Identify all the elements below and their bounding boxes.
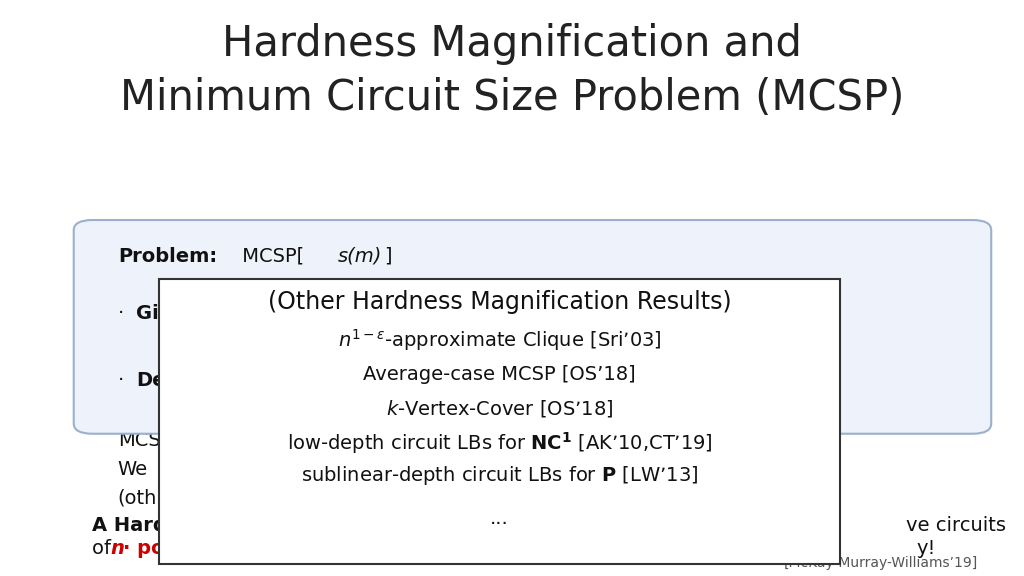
Text: y!: y! xyxy=(916,539,936,558)
Text: sublinear-depth circuit LBs for $\mathbf{P}$ [LW’13]: sublinear-depth circuit LBs for $\mathbf… xyxy=(301,464,698,487)
Text: We: We xyxy=(118,460,147,479)
Text: ...: ... xyxy=(490,509,509,528)
Text: Problem:: Problem: xyxy=(118,247,217,266)
Text: A Hardr: A Hardr xyxy=(92,516,176,535)
FancyBboxPatch shape xyxy=(159,279,840,564)
Text: MCSP[: MCSP[ xyxy=(236,247,304,266)
Text: ·: · xyxy=(118,305,130,323)
Text: Hardness Magnification and
Minimum Circuit Size Problem (MCSP): Hardness Magnification and Minimum Circu… xyxy=(120,23,904,119)
Text: $n^{1-\varepsilon}$-approximate Clique [Sri’03]: $n^{1-\varepsilon}$-approximate Clique [… xyxy=(338,327,662,353)
Text: ?: ? xyxy=(633,371,643,389)
Text: m: m xyxy=(725,296,740,311)
Text: n: n xyxy=(111,539,125,558)
Text: ·: · xyxy=(118,371,130,389)
Text: Decide:: Decide: xyxy=(136,371,219,389)
Text: · po: · po xyxy=(123,539,165,558)
Text: Average-case MCSP [OS’18]: Average-case MCSP [OS’18] xyxy=(364,365,636,384)
Text: MCS: MCS xyxy=(118,431,161,450)
Text: n: n xyxy=(668,305,680,323)
Text: have a circuit of size at most: have a circuit of size at most xyxy=(297,371,592,389)
Text: (Other Hardness Magnification Results): (Other Hardness Magnification Results) xyxy=(268,290,731,314)
Text: → {0,1} as a truth table of length: → {0,1} as a truth table of length xyxy=(341,305,681,323)
Text: of: of xyxy=(92,539,118,558)
Text: s(m): s(m) xyxy=(338,247,382,266)
Text: : {0,1}: : {0,1} xyxy=(233,305,308,323)
Text: (oth: (oth xyxy=(118,489,157,507)
Text: f: f xyxy=(220,305,227,323)
Text: f: f xyxy=(285,371,292,389)
Text: Does: Does xyxy=(218,371,280,389)
Text: [McKay-Murray-Williams’19]: [McKay-Murray-Williams’19] xyxy=(783,556,978,570)
Text: ]: ] xyxy=(384,247,391,266)
Text: Given:: Given: xyxy=(136,305,207,323)
FancyBboxPatch shape xyxy=(74,220,991,434)
Text: = 2: = 2 xyxy=(683,305,724,323)
Text: low-depth circuit LBs for $\mathbf{NC^1}$ [AK’10,CT’19]: low-depth circuit LBs for $\mathbf{NC^1}… xyxy=(287,431,713,456)
Text: s(m): s(m) xyxy=(589,371,633,389)
Text: m: m xyxy=(326,296,341,311)
Text: ve circuits: ve circuits xyxy=(906,516,1007,535)
Text: $k$-Vertex-Cover [OS’18]: $k$-Vertex-Cover [OS’18] xyxy=(386,399,613,419)
